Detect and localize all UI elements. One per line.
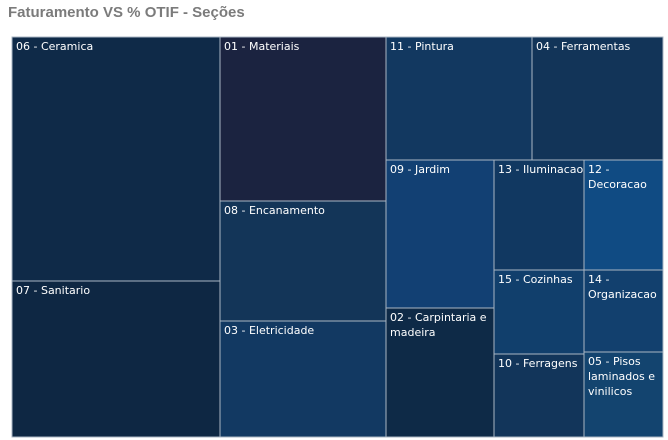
- tile-label-line: 11 - Pintura: [390, 40, 454, 53]
- tile-rect: [385, 36, 533, 161]
- tile-label: 10 - Ferragens: [498, 357, 578, 370]
- tile-rect: [385, 159, 495, 309]
- treemap-tile-13-iluminacao[interactable]: 13 - Iluminacao: [493, 159, 585, 271]
- tile-label-line: vinilicos: [588, 385, 632, 398]
- tile-rect: [583, 351, 664, 438]
- treemap-tile-03-eletricidade[interactable]: 03 - Eletricidade: [219, 320, 387, 438]
- tile-label: 09 - Jardim: [390, 163, 450, 176]
- chart-title: Faturamento VS % OTIF - Seções: [8, 4, 245, 21]
- tile-label: 04 - Ferramentas: [536, 40, 631, 53]
- tile-label: 13 - Iluminacao: [498, 163, 584, 176]
- tile-label: 02 - Carpintaria e madeira: [390, 311, 487, 339]
- tile-label-line: 14 -: [588, 273, 609, 286]
- tile-label-line: 04 - Ferramentas: [536, 40, 631, 53]
- tile-label: 08 - Encanamento: [224, 204, 325, 217]
- tile-label: 14 - Organizacao: [588, 273, 657, 301]
- tile-label-line: 07 - Sanitario: [16, 284, 90, 297]
- tile-rect: [493, 353, 585, 438]
- tile-rect: [583, 159, 664, 271]
- treemap-tile-12-decoracao[interactable]: 12 - Decoracao: [583, 159, 664, 271]
- treemap-tile-14-organizacao[interactable]: 14 - Organizacao: [583, 269, 664, 353]
- treemap-tile-06-ceramica[interactable]: 06 - Ceramica: [11, 36, 221, 282]
- tile-label-line: Organizacao: [588, 288, 657, 301]
- tile-label: 05 - Pisos laminados e vinilicos: [588, 355, 655, 398]
- treemap-tile-09-jardim[interactable]: 09 - Jardim: [385, 159, 495, 309]
- treemap-tile-08-encanamento[interactable]: 08 - Encanamento: [219, 200, 387, 322]
- tile-label: 01 - Materiais: [224, 40, 300, 53]
- treemap-tile-01-materiais[interactable]: 01 - Materiais: [219, 36, 387, 202]
- tile-label: 11 - Pintura: [390, 40, 454, 53]
- tile-label-line: 02 - Carpintaria e: [390, 311, 487, 324]
- treemap-tile-02-carpintaria-e-madeira[interactable]: 02 - Carpintaria e madeira: [385, 307, 495, 438]
- treemap-tile-11-pintura[interactable]: 11 - Pintura: [385, 36, 533, 161]
- tile-label-line: laminados e: [588, 370, 655, 383]
- tile-rect: [493, 159, 585, 271]
- tile-label-line: 15 - Cozinhas: [498, 273, 573, 286]
- tile-rect: [11, 36, 221, 282]
- tile-label-line: madeira: [390, 326, 436, 339]
- treemap-tile-15-cozinhas[interactable]: 15 - Cozinhas: [493, 269, 585, 355]
- tile-label-line: 01 - Materiais: [224, 40, 300, 53]
- tile-label-line: 12 -: [588, 163, 609, 176]
- treemap-tile-10-ferragens[interactable]: 10 - Ferragens: [493, 353, 585, 438]
- tile-rect: [219, 320, 387, 438]
- tile-rect: [219, 36, 387, 202]
- tile-label-line: 06 - Ceramica: [16, 40, 93, 53]
- tile-label-line: 05 - Pisos: [588, 355, 641, 368]
- tile-label-line: 08 - Encanamento: [224, 204, 325, 217]
- treemap-tile-05-pisos-laminados-e-vinilicos[interactable]: 05 - Pisos laminados e vinilicos: [583, 351, 664, 438]
- tile-label: 06 - Ceramica: [16, 40, 93, 53]
- tile-label-line: 09 - Jardim: [390, 163, 450, 176]
- tile-label: 03 - Eletricidade: [224, 324, 314, 337]
- tile-rect: [11, 280, 221, 438]
- tile-rect: [219, 200, 387, 322]
- treemap-tile-07-sanitario[interactable]: 07 - Sanitario: [11, 280, 221, 438]
- tile-label: 07 - Sanitario: [16, 284, 90, 297]
- tile-label-line: 13 - Iluminacao: [498, 163, 584, 176]
- tile-label-line: 03 - Eletricidade: [224, 324, 314, 337]
- tile-label: 12 - Decoracao: [588, 163, 647, 191]
- tile-label-line: Decoracao: [588, 178, 647, 191]
- tile-rect: [583, 269, 664, 353]
- tile-label-line: 10 - Ferragens: [498, 357, 578, 370]
- tile-rect: [531, 36, 664, 161]
- tile-label: 15 - Cozinhas: [498, 273, 573, 286]
- tile-rect: [493, 269, 585, 355]
- treemap-tile-04-ferramentas[interactable]: 04 - Ferramentas: [531, 36, 664, 161]
